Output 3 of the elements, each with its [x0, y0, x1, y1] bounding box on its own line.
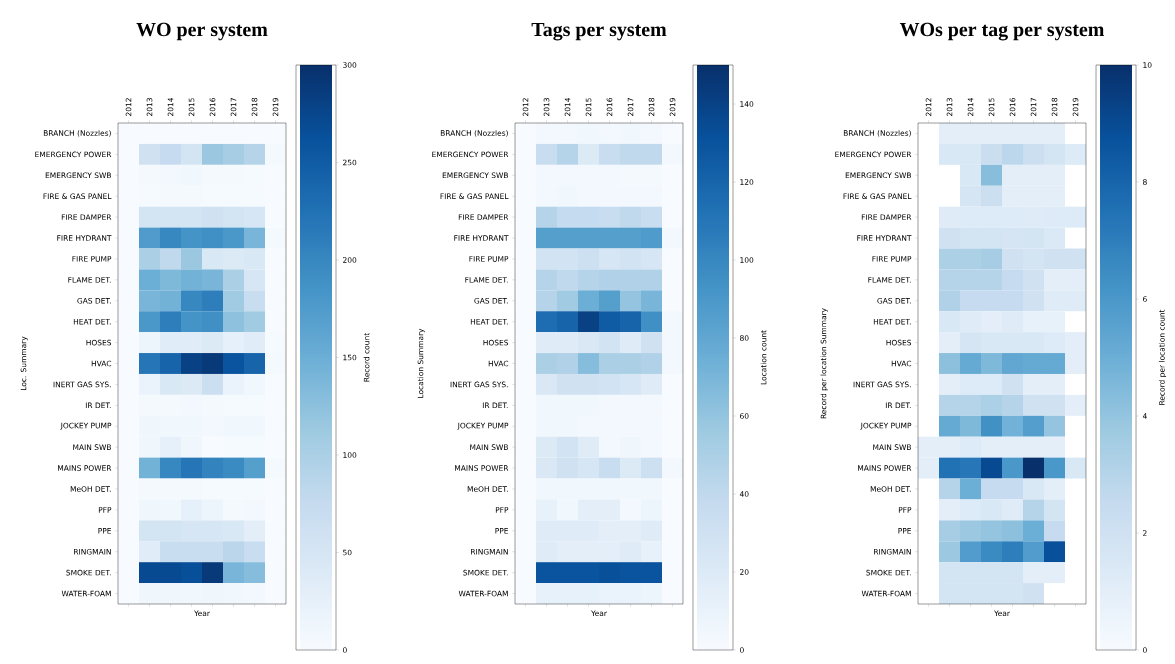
chart-title: Tags per system	[531, 22, 667, 41]
chart-title: WO per system	[136, 22, 268, 41]
chart-title: WOs per tag per system	[899, 22, 1105, 41]
